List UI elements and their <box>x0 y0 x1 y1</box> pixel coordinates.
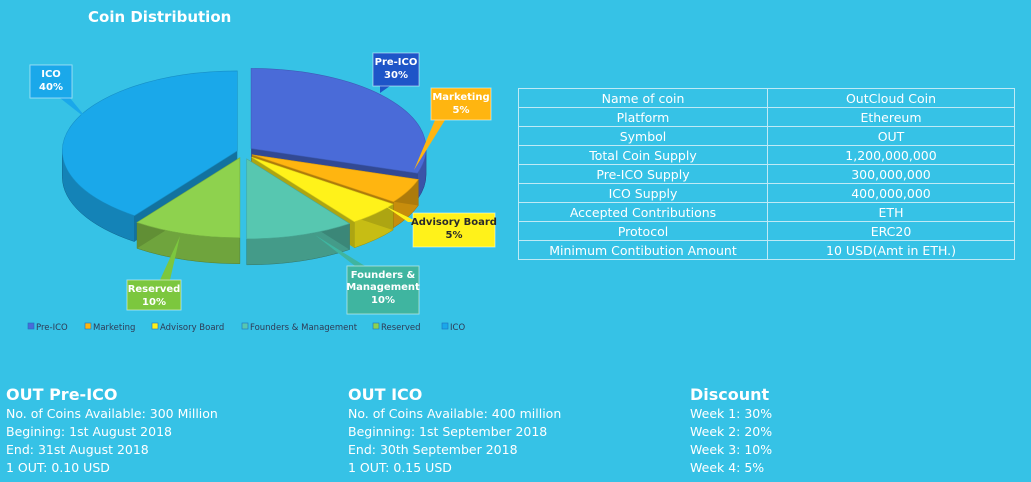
legend-entry: Reserved <box>381 323 421 333</box>
callout-box <box>126 279 182 311</box>
table-row: Protocol ERC20 <box>518 221 1015 241</box>
ico-line: End: 30th September 2018 <box>348 442 518 457</box>
table-key: Platform <box>518 107 768 127</box>
callout-pointer <box>385 206 418 222</box>
table-key: Protocol <box>518 221 768 241</box>
callout-percent: 30% <box>384 70 408 81</box>
discount-line: Week 3: 10% <box>690 442 773 457</box>
preico-line: End: 31st August 2018 <box>6 442 149 457</box>
pie-chart: Pre-ICO 30% Marketing 5% Advisory Board 5% Fou… <box>27 52 497 333</box>
table-row: Accepted Contributions ETH <box>518 202 1015 222</box>
callout-percent: 10% <box>142 297 166 308</box>
table-key: Total Coin Supply <box>518 145 768 165</box>
callout-label: Pre-ICO <box>375 57 418 68</box>
preico-line: No. of Coins Available: 300 Million <box>6 406 218 421</box>
table-value: OutCloud Coin <box>767 88 1015 108</box>
ico-line: 1 OUT: 0.15 USD <box>348 460 452 475</box>
discount-line: Week 1: 30% <box>690 406 773 421</box>
discount-heading: Discount <box>690 385 770 404</box>
callout-label: Marketing <box>432 92 489 103</box>
legend-swatch <box>151 322 159 330</box>
callout-pointer <box>380 86 390 93</box>
legend-entry: ICO <box>450 323 465 333</box>
callout-box <box>29 64 73 99</box>
preico-section: OUT Pre-ICO No. of Coins Available: 300 … <box>6 386 218 477</box>
table-row: Total Coin Supply 1,200,000,000 <box>518 145 1015 165</box>
callout-pointer <box>60 98 88 120</box>
callout-label: Advisory Board <box>411 217 497 228</box>
table-key: Minimum Contibution Amount <box>518 240 768 260</box>
table-row: ICO Supply 400,000,000 <box>518 183 1015 203</box>
discount-line: Week 4: 5% <box>690 460 765 475</box>
pie-slice-pre-ico <box>250 68 427 174</box>
callout-pointer <box>160 236 180 280</box>
chart-title: Coin Distribution <box>88 8 232 26</box>
callout-label: Reserved <box>128 284 181 295</box>
callout-label: ICO <box>41 69 61 80</box>
legend-swatch <box>27 322 35 330</box>
table-key: Pre-ICO Supply <box>518 164 768 184</box>
table-row: Name of coin OutCloud Coin <box>518 88 1015 108</box>
table-key: ICO Supply <box>518 183 768 203</box>
callout-pointer <box>315 235 365 266</box>
table-row: Pre-ICO Supply 300,000,000 <box>518 164 1015 184</box>
callout-layer: Pre-ICO 30% Marketing 5% Advisory Board 5% Fou… <box>29 52 497 315</box>
table-value: 1,200,000,000 <box>767 145 1015 165</box>
table-key: Accepted Contributions <box>518 202 768 222</box>
legend-entry: Founders & Management <box>250 323 358 333</box>
table-row: Symbol OUT <box>518 126 1015 146</box>
callout-pointer <box>414 120 445 170</box>
ico-line: Beginning: 1st September 2018 <box>348 424 548 439</box>
chart-legend: Pre-ICO Marketing Advisory Board Founders &… <box>27 322 465 333</box>
callout-percent: 40% <box>39 82 63 93</box>
pie-top-layer <box>61 68 427 240</box>
callout-label: Management <box>346 282 420 293</box>
table-value: Ethereum <box>767 107 1015 127</box>
legend-entry: Pre-ICO <box>36 323 68 333</box>
pie-slice-ico <box>61 70 238 216</box>
table-value: OUT <box>767 126 1015 146</box>
ico-heading: OUT ICO <box>348 385 423 404</box>
table-value: 300,000,000 <box>767 164 1015 184</box>
ico-section: OUT ICO No. of Coins Available: 400 mill… <box>348 386 561 477</box>
legend-entry: Marketing <box>93 323 135 333</box>
legend-swatch <box>84 322 92 330</box>
preico-line: 1 OUT: 0.10 USD <box>6 460 110 475</box>
legend-swatch <box>241 322 249 330</box>
table-value: 10 USD(Amt in ETH.) <box>767 240 1015 260</box>
table-key: Name of coin <box>518 88 768 108</box>
preico-line: Begining: 1st August 2018 <box>6 424 172 439</box>
table-value: ETH <box>767 202 1015 222</box>
callout-box <box>412 212 496 248</box>
preico-heading: OUT Pre-ICO <box>6 385 118 404</box>
callout-percent: 5% <box>446 230 463 241</box>
callout-box <box>430 87 492 121</box>
pie-slice-reserved <box>136 157 241 239</box>
table-row: Platform Ethereum <box>518 107 1015 127</box>
legend-swatch <box>441 322 449 330</box>
callout-percent: 5% <box>453 105 470 116</box>
coin-info-table: Name of coin OutCloud Coin Platform Ethereu… <box>518 88 1015 260</box>
legend-entry: Advisory Board <box>160 323 224 333</box>
callout-box <box>346 265 420 315</box>
pie-slice-founders-management <box>246 158 351 240</box>
table-value: 400,000,000 <box>767 183 1015 203</box>
pie-slice-marketing <box>251 154 419 203</box>
table-value: ERC20 <box>767 221 1015 241</box>
table-key: Symbol <box>518 126 768 146</box>
ico-line: No. of Coins Available: 400 million <box>348 406 562 421</box>
discount-line: Week 2: 20% <box>690 424 773 439</box>
legend-swatch <box>372 322 380 330</box>
discount-section: Discount Week 1: 30% Week 2: 20% Week 3:… <box>690 386 772 477</box>
pie-slice-advisory-board <box>251 156 394 223</box>
callout-label: Founders & <box>351 270 416 281</box>
callout-box <box>372 52 420 87</box>
table-row: Minimum Contibution Amount 10 USD(Amt in … <box>518 240 1015 260</box>
callout-percent: 10% <box>371 295 395 306</box>
